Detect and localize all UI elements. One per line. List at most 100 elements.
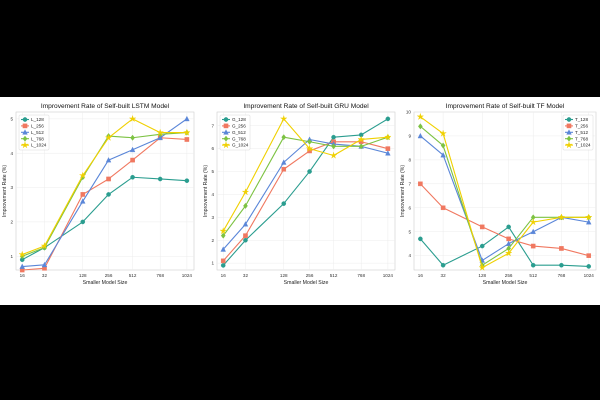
legend-marker-L_128	[22, 117, 28, 122]
x-tick-label: 768	[357, 273, 365, 278]
data-point-L_256-128	[80, 192, 86, 197]
data-point-L_128-768	[157, 176, 163, 182]
data-point-T_512-32	[440, 152, 446, 158]
data-point-G_512-32	[242, 221, 249, 227]
y-tick-label: 5	[408, 229, 411, 234]
data-point-G_768-768	[358, 143, 364, 150]
chart-panel-1: 16 32 128 256 512 768 1024 1 2 3 4 5 Improvement Rat…	[2, 103, 195, 286]
x-tick-label: 128	[79, 273, 87, 278]
data-point-T_1024-16	[416, 112, 425, 121]
data-point-G_128-1024	[385, 116, 391, 122]
data-point-L_512-1024	[184, 115, 190, 122]
data-point-L_128-1024	[184, 178, 190, 183]
x-tick-label: 32	[42, 273, 48, 278]
data-point-T_128-16	[418, 236, 423, 242]
data-point-L_768-512	[130, 134, 135, 141]
x-axis-label: Smaller Model Size	[83, 280, 128, 286]
data-point-T_1024-1024	[584, 213, 593, 221]
data-point-T_1024-32	[439, 129, 447, 137]
data-point-T_256-32	[440, 205, 446, 211]
data-point-G_1024-1024	[384, 133, 392, 141]
data-point-G_128-16	[220, 263, 226, 268]
chart-panel-2: 16 32 128 256 512 768 1024 1 2 3 4 5 6 7 Improvement R…	[203, 103, 396, 286]
x-tick-label: 1024	[383, 273, 394, 278]
legend-marker-G_1024	[222, 141, 230, 149]
y-tick-label: 5	[211, 169, 214, 174]
x-tick-label: 1024	[584, 273, 595, 278]
legend-label-G_512: G_512	[232, 130, 246, 135]
data-point-G_256-32	[243, 233, 248, 238]
data-point-L_1024-16	[18, 250, 27, 258]
data-point-G_1024-16	[219, 227, 228, 235]
data-point-T_128-512	[530, 262, 536, 268]
data-point-L_512-768	[157, 134, 163, 141]
data-point-G_256-128	[281, 166, 287, 172]
data-point-L_128-256	[106, 192, 111, 197]
legend-label-G_128: G_128	[232, 117, 246, 122]
x-tick-label: 16	[20, 273, 26, 278]
data-point-G_1024-32	[241, 188, 250, 196]
data-point-T_768-32	[440, 142, 446, 149]
legend-label-L_128: L_128	[31, 117, 44, 122]
data-point-T_512-16	[417, 132, 424, 139]
data-point-G_512-128	[281, 159, 287, 165]
legend-label-T_512: T_512	[575, 130, 588, 135]
data-point-T_256-16	[418, 181, 423, 187]
y-tick-label: 10	[406, 110, 412, 115]
legend-label-L_1024: L_1024	[31, 143, 47, 148]
legend-marker-G_128	[223, 117, 229, 122]
x-axis-label: Smaller Model Size	[284, 280, 329, 286]
data-point-G_768-16	[220, 232, 226, 239]
data-point-L_1024-256	[104, 133, 113, 142]
y-tick-label: 9	[408, 134, 411, 139]
y-tick-label: 4	[408, 253, 411, 258]
x-axis-label: Smaller Model Size	[483, 280, 528, 286]
legend-marker-T_1024	[565, 141, 573, 149]
x-tick-label: 256	[105, 273, 113, 278]
x-tick-label: 512	[529, 273, 537, 278]
legend-label-G_256: G_256	[232, 124, 246, 129]
data-point-G_256-1024	[385, 146, 391, 151]
data-point-G_512-16	[220, 246, 226, 252]
data-point-T_128-1024	[586, 264, 592, 269]
data-point-T_128-768	[559, 262, 564, 268]
x-tick-label: 1024	[182, 273, 193, 278]
data-point-L_256-1024	[184, 137, 190, 142]
y-tick-label: 1	[211, 261, 214, 266]
legend-marker-G_512	[223, 129, 229, 135]
data-point-L_128-512	[130, 174, 135, 180]
y-tick-label: 2	[211, 238, 214, 243]
y-tick-label: 4	[211, 192, 214, 197]
x-tick-label: 768	[156, 273, 164, 278]
y-tick-label: 4	[10, 151, 13, 156]
data-point-G_1024-768	[357, 135, 366, 143]
data-point-T_1024-256	[504, 249, 513, 257]
data-point-G_768-256	[307, 138, 312, 145]
y-tick-label: 6	[211, 146, 214, 151]
chart-title: Improvement Rate of Self-built TF Model	[446, 103, 565, 110]
data-point-T_256-256	[506, 236, 511, 242]
data-point-G_1024-256	[305, 144, 314, 152]
data-point-L_1024-128	[78, 171, 87, 179]
figure: 16 32 128 256 512 768 1024 1 2 3 4 5 Improvement Rat…	[0, 97, 600, 305]
data-point-L_1024-32	[40, 241, 49, 250]
data-point-L_128-128	[80, 219, 86, 225]
chart-title: Improvement Rate of Self-built GRU Model	[243, 103, 369, 110]
x-tick-label: 512	[129, 273, 137, 278]
legend-marker-L_256	[22, 123, 28, 129]
data-point-L_512-512	[129, 146, 136, 153]
y-tick-label: 5	[10, 116, 13, 121]
legend-marker-L_512	[22, 129, 28, 135]
data-point-L_512-256	[105, 157, 112, 163]
y-axis-label: Improvement Rate (%)	[400, 165, 406, 217]
data-point-L_1024-1024	[183, 128, 191, 136]
chart-panel-3: 16 32 128 256 512 768 1024 4 5 6 7 8 9 10 Improvement …	[400, 103, 597, 286]
data-point-T_1024-768	[557, 213, 566, 221]
y-axis-label: Improvement Rate (%)	[203, 165, 209, 217]
legend-label-T_256: T_256	[575, 124, 588, 129]
legend-label-T_128: T_128	[575, 117, 588, 122]
x-tick-label: 32	[243, 273, 249, 278]
y-tick-label: 7	[211, 123, 214, 128]
y-tick-label: 1	[10, 254, 13, 259]
